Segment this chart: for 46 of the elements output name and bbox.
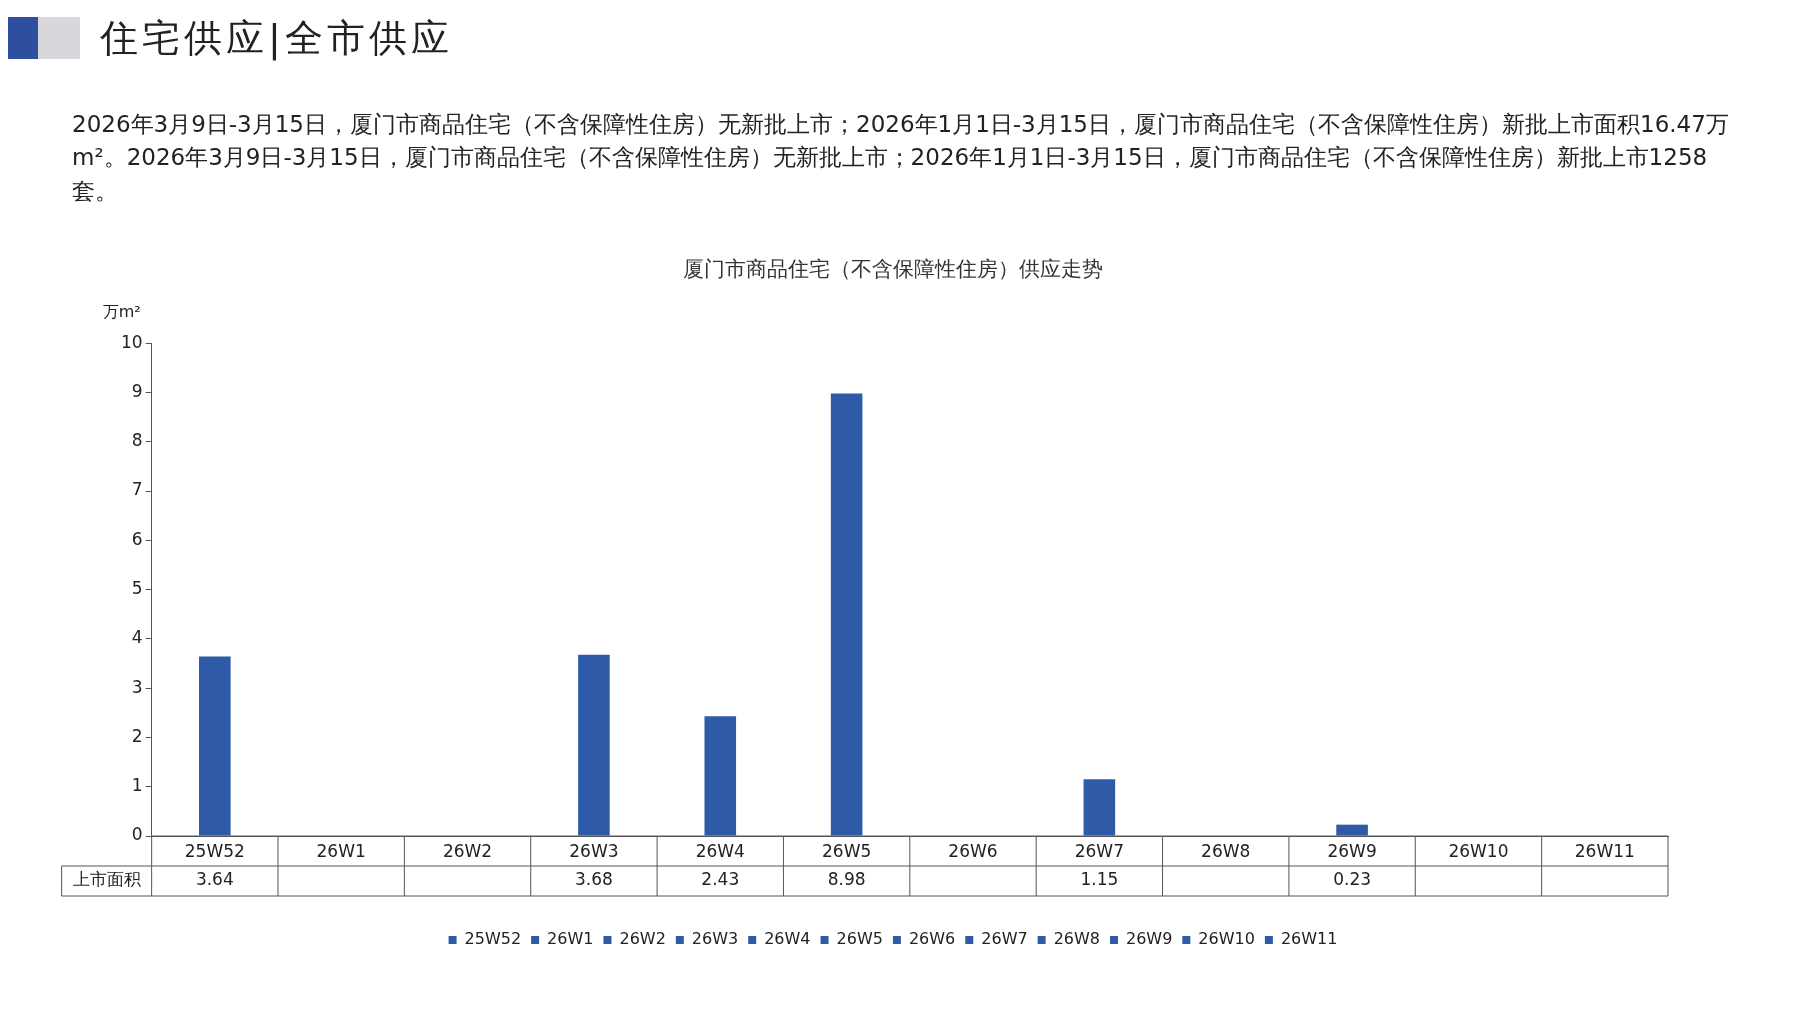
y-tick-label: 2 — [131, 725, 143, 746]
legend-label: 26W9 — [1125, 929, 1173, 949]
y-tick-label: 10 — [120, 331, 143, 352]
data-label: 8.98 — [827, 869, 866, 890]
y-tick-label: 9 — [131, 380, 143, 401]
y-tick-label: 8 — [131, 430, 143, 451]
legend-label: 26W2 — [619, 929, 666, 949]
text: 厦门市商品住宅（不含保障性住房）供应走势 — [683, 257, 1103, 282]
legend-label: 26W8 — [1053, 929, 1100, 949]
legend-label: 26W7 — [981, 929, 1028, 949]
legend-label: 26W10 — [1198, 929, 1255, 949]
y-tick-label: 3 — [131, 676, 143, 697]
legend-label: 26W4 — [764, 929, 811, 949]
legend-label: 26W11 — [1280, 929, 1338, 949]
data-label: 2.43 — [701, 869, 740, 890]
legend-label: 26W5 — [836, 929, 883, 949]
y-tick-label: 4 — [131, 627, 143, 648]
x-tick-label: 26W6 — [948, 840, 998, 861]
x-tick-label: 26W11 — [1574, 840, 1635, 861]
legend-label: 26W3 — [691, 929, 739, 949]
x-tick-label: 26W7 — [1074, 840, 1124, 861]
data-label: 3.64 — [195, 869, 234, 890]
x-tick-label: 26W9 — [1327, 840, 1377, 861]
legend-label: 26W6 — [908, 929, 956, 949]
legend-label: 26W1 — [547, 929, 594, 949]
data-label: 3.68 — [574, 869, 613, 890]
y-tick-label: 7 — [131, 479, 143, 500]
x-tick-label: 25W52 — [184, 840, 245, 861]
legend-label: 25W52 — [464, 929, 522, 949]
data-label: 1.15 — [1080, 869, 1119, 890]
chart-title: 住宅供应|全市供应 — [100, 14, 453, 63]
data-label: 0.23 — [1333, 869, 1372, 890]
y-tick-label: 5 — [131, 578, 143, 599]
y-axis-title: 万m² — [102, 302, 141, 322]
x-tick-label: 26W10 — [1448, 840, 1509, 861]
x-tick-label: 26W5 — [822, 840, 872, 861]
y-tick-label: 6 — [131, 528, 143, 549]
x-tick-label: 26W3 — [569, 840, 619, 861]
x-tick-label: 26W4 — [695, 840, 745, 861]
x-tick-label: 26W8 — [1201, 840, 1251, 861]
x-tick-label: 26W2 — [442, 840, 493, 861]
x-tick-label: 26W1 — [316, 840, 366, 861]
y-tick-label: 1 — [131, 775, 143, 796]
chart-subtitle: 2026年3月9日-3月15日，厦门市商品住宅（不含保障性住房）无新批上市；2026年1月1日-3月15日，厦门市商品住宅（不含保障性住房）新批上市面积16.47万m²。2026年3月9日-3月15日，厦门市商品住宅（不含保障性住房）无新批上市；2026年1月1日-3月15日，厦门市商品住宅（不含保障性住房）新批上市1258套。 — [72, 110, 1729, 206]
text: 上市面积 — [72, 869, 141, 890]
y-tick-label: 0 — [131, 824, 143, 845]
